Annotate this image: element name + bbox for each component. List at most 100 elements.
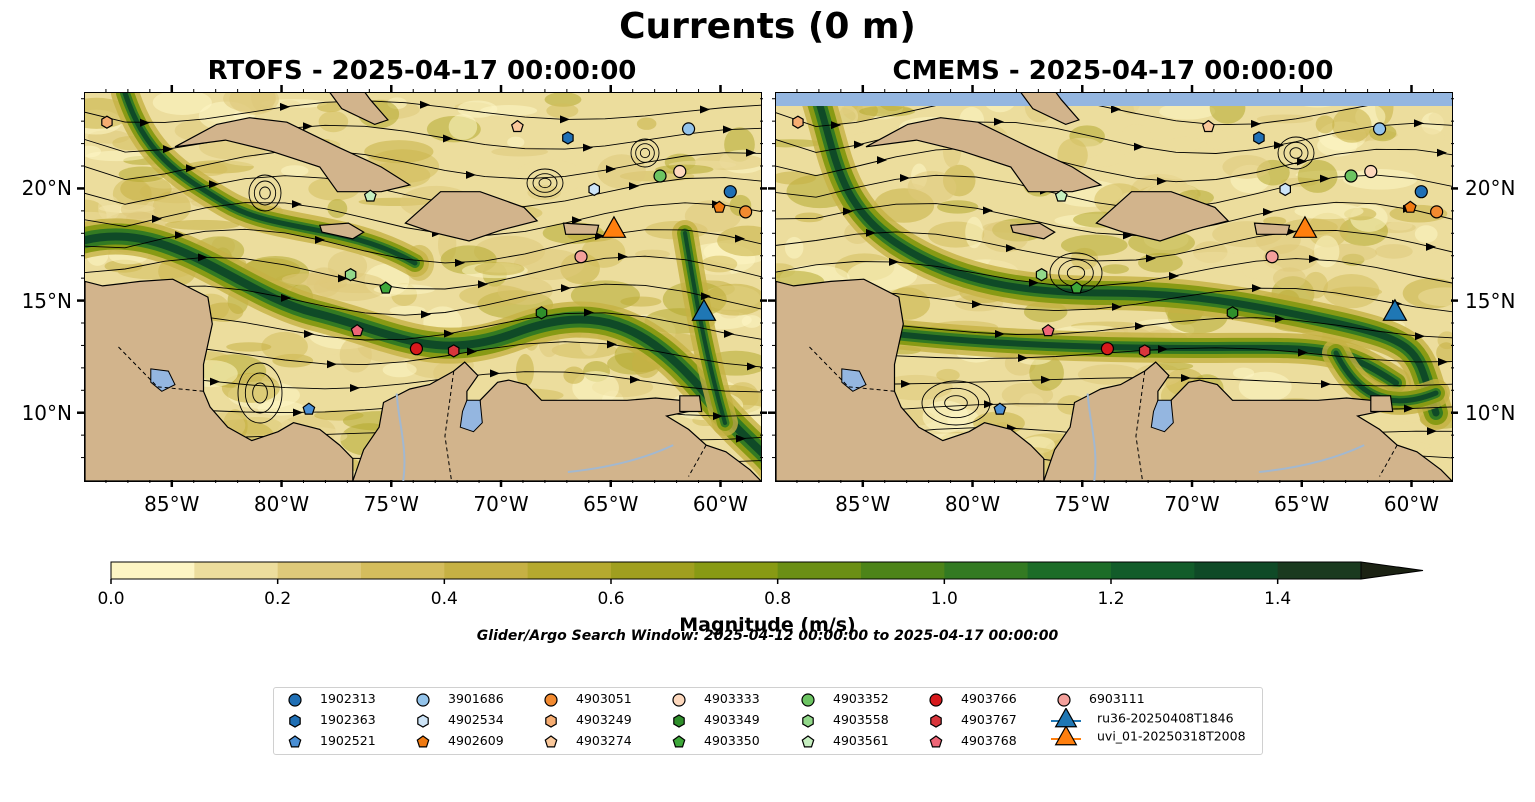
- legend-symbol-4903768: [929, 734, 943, 747]
- legend-symbol-4903558: [802, 713, 814, 728]
- marker-1902363: [562, 131, 574, 145]
- circle-marker-icon: [288, 692, 302, 707]
- lon-tick-0--65: 65°W: [583, 492, 639, 516]
- marker-4903558: [1035, 268, 1048, 282]
- marker-ru36-20250408T1846: [1382, 298, 1408, 321]
- marker-4902534: [1279, 182, 1292, 197]
- colorbar-tick-0.8: 0.8: [764, 589, 792, 609]
- legend-label: 4903767: [961, 712, 1017, 727]
- marker-4903051: [1430, 205, 1444, 219]
- legend-entry-1902363: 1902363: [284, 712, 376, 729]
- lat-tick-left-15: 15°N: [21, 288, 72, 313]
- legend-symbol-4903767: [930, 713, 942, 728]
- colorbar-tick-0.6: 0.6: [597, 589, 625, 609]
- lon-tick-1--75: 75°W: [1054, 492, 1110, 516]
- legend-entry-4902534: 4902534: [412, 712, 504, 729]
- hexagon-marker-icon: [289, 713, 301, 728]
- marker-4903349: [535, 306, 548, 320]
- legend-symbol-4902534: [417, 713, 429, 728]
- pentagon-marker-icon: [672, 734, 686, 747]
- legend-label: 4903349: [704, 712, 760, 727]
- legend-entry-4903768: 4903768: [925, 733, 1017, 750]
- marker-1902313: [1414, 185, 1428, 199]
- legend-entry-4902609: 4902609: [412, 733, 504, 750]
- legend-entry-uvi_01-20250318T2008: uvi_01-20250318T2008: [1049, 725, 1246, 748]
- marker-4903766: [1100, 342, 1115, 356]
- pentagon-marker-icon: [288, 734, 302, 747]
- legend-label: 4903352: [833, 691, 889, 706]
- legend-label: 4903350: [704, 733, 760, 748]
- colorbar-tick-1.2: 1.2: [1097, 589, 1125, 609]
- marker-4903768: [1041, 323, 1055, 337]
- lon-tick-1--60: 60°W: [1383, 492, 1440, 516]
- colorbar: [110, 561, 1424, 584]
- marker-4903350: [1070, 281, 1084, 294]
- legend-label: ru36-20250408T1846: [1097, 710, 1234, 726]
- marker-4903352: [653, 169, 667, 183]
- circle-marker-icon: [1057, 692, 1071, 707]
- marker-1902521: [302, 402, 316, 415]
- legend-label: 4903051: [576, 691, 632, 706]
- marker-4903352: [1344, 169, 1358, 183]
- marker-4903558: [344, 268, 357, 282]
- legend-entry-4903767: 4903767: [925, 712, 1017, 729]
- legend-symbol-ru36-20250408T1846: [1054, 707, 1078, 728]
- legend-entry-1902313: 1902313: [284, 691, 376, 708]
- lat-tick-right-15: 15°N: [1465, 288, 1516, 313]
- panel-title-cmems: CMEMS - 2025-04-17 00:00:00: [892, 56, 1334, 86]
- colorbar-extend-arrow: [1360, 561, 1424, 580]
- marker-4903766: [409, 342, 424, 356]
- lat-tick-right-20: 20°N: [1465, 176, 1516, 201]
- figure-title: Currents (0 m): [619, 6, 916, 47]
- search-window-note: Glider/Argo Search Window: 2025-04-12 00…: [476, 628, 1059, 644]
- legend-entry-3901686: 3901686: [412, 691, 504, 708]
- legend-label: 4903558: [833, 712, 889, 727]
- legend-entry-4903274: 4903274: [540, 733, 632, 750]
- legend-label: 4903768: [961, 733, 1017, 748]
- map-canvas-rtofs: [85, 93, 761, 481]
- marker-4903249: [792, 115, 804, 129]
- colorbar-tick-0.4: 0.4: [430, 589, 458, 609]
- hexagon-marker-icon: [673, 713, 685, 728]
- circle-marker-icon: [929, 692, 943, 707]
- legend-symbol-4903350: [672, 734, 686, 747]
- lat-tick-left-10: 10°N: [21, 400, 72, 425]
- lat-tick-left-20: 20°N: [21, 176, 72, 201]
- marker-4902534: [588, 182, 601, 197]
- legend-entry-4903561: 4903561: [797, 733, 889, 750]
- legend-entry-4903349: 4903349: [668, 712, 760, 729]
- colorbar-tick-0.0: 0.0: [97, 589, 125, 609]
- marker-4902609: [1403, 200, 1417, 213]
- legend-symbol-4903051: [544, 692, 558, 707]
- pentagon-marker-icon: [801, 734, 815, 747]
- legend-label: 3901686: [448, 691, 504, 706]
- legend-entry-4903333: 4903333: [668, 691, 760, 708]
- legend-symbol-4903349: [673, 713, 685, 728]
- marker-4903561: [363, 189, 377, 202]
- marker-4903274: [1201, 119, 1215, 133]
- legend-symbol-3901686: [416, 692, 430, 707]
- legend-entry-1902521: 1902521: [284, 733, 376, 750]
- marker-4903767: [447, 344, 460, 358]
- marker-4903767: [1138, 344, 1151, 358]
- pentagon-marker-icon: [544, 734, 558, 747]
- legend-label: 4903561: [833, 733, 889, 748]
- legend: 1902313 1902363 1902521 3901686 4902534 49026…: [273, 687, 1263, 755]
- marker-4903561: [1054, 189, 1068, 202]
- hexagon-marker-icon: [417, 713, 429, 728]
- marker-4903249: [101, 115, 113, 129]
- legend-symbol-4902609: [416, 734, 430, 747]
- circle-marker-icon: [801, 692, 815, 707]
- lon-tick-1--80: 80°W: [944, 492, 1001, 516]
- marker-6903111: [1265, 250, 1279, 264]
- legend-label: 4902534: [448, 712, 504, 727]
- legend-label: uvi_01-20250318T2008: [1097, 728, 1246, 744]
- legend-symbol-4903333: [672, 692, 686, 707]
- marker-4903333: [1364, 164, 1378, 179]
- legend-label: 1902313: [320, 691, 376, 706]
- legend-label: 1902363: [320, 712, 376, 727]
- circle-marker-icon: [544, 692, 558, 707]
- colorbar-tick-1.0: 1.0: [930, 589, 958, 609]
- legend-symbol-1902521: [288, 734, 302, 747]
- lon-tick-0--85: 85°W: [144, 492, 200, 516]
